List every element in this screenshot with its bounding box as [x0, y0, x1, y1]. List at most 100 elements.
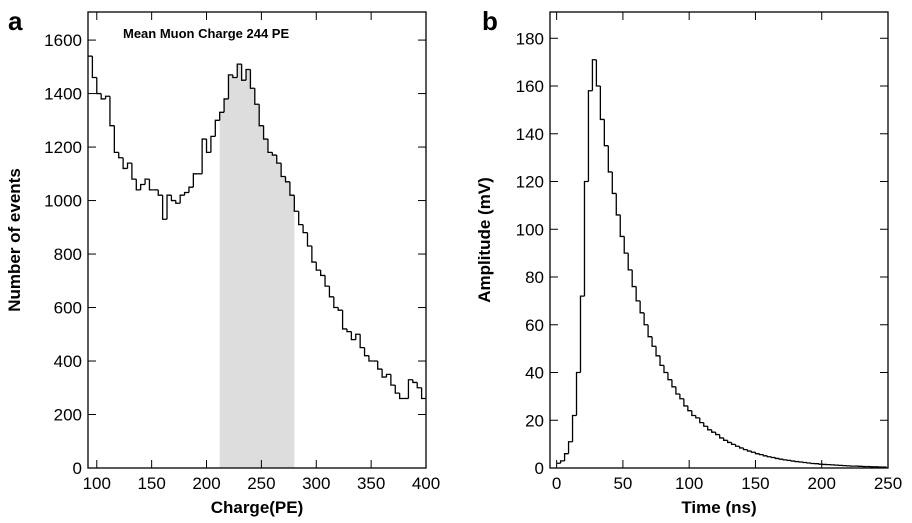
- histogram-step: [716, 432, 720, 434]
- histogram-step: [600, 86, 604, 119]
- x-tick-label: 350: [357, 474, 385, 493]
- histogram-step: [573, 415, 577, 441]
- y-tick-label: 140: [516, 125, 544, 144]
- x-tick-label: 250: [874, 474, 902, 493]
- histogram-step: [382, 369, 386, 377]
- histogram-step: [360, 334, 364, 347]
- histogram-step: [580, 296, 584, 372]
- histogram-step: [676, 387, 680, 394]
- y-tick-label: 1200: [44, 138, 82, 157]
- histogram-step: [97, 78, 101, 94]
- histogram-step: [775, 457, 779, 458]
- histogram-step: [347, 329, 351, 332]
- histogram-step: [732, 442, 736, 444]
- y-tick-label: 80: [525, 268, 544, 287]
- histogram-step: [294, 195, 298, 211]
- histogram-step: [149, 179, 153, 190]
- histogram-step: [303, 225, 307, 233]
- histogram-step: [321, 270, 325, 275]
- histogram-step: [316, 262, 320, 270]
- histogram-step: [740, 446, 744, 448]
- histogram-step: [700, 418, 704, 423]
- histogram-step: [114, 126, 118, 153]
- histogram-step: [128, 163, 132, 168]
- histogram-step: [365, 348, 369, 356]
- y-tick-label: 120: [516, 173, 544, 192]
- annotation: Mean Muon Charge 244 PE: [123, 26, 289, 41]
- y-tick-label: 800: [54, 245, 82, 264]
- histogram-step: [588, 91, 592, 182]
- histogram-step: [351, 332, 355, 340]
- histogram-step: [106, 96, 110, 99]
- histogram-step: [189, 187, 193, 192]
- y-axis-title: Number of events: [5, 168, 24, 312]
- histogram-step: [680, 394, 684, 399]
- y-axis-title: Amplitude (mV): [475, 177, 494, 303]
- histogram-step: [596, 60, 600, 86]
- histogram-step: [771, 457, 775, 458]
- x-tick-label: 0: [552, 474, 561, 493]
- x-tick-label: 200: [808, 474, 836, 493]
- histogram-step: [783, 459, 787, 460]
- histogram-step: [290, 182, 294, 195]
- y-tick-label: 60: [525, 316, 544, 335]
- histogram-step: [286, 176, 290, 181]
- y-tick-label: 160: [516, 77, 544, 96]
- histogram-step: [391, 374, 395, 385]
- histogram-step: [672, 380, 676, 387]
- histogram-step: [185, 193, 189, 196]
- histogram-step: [167, 195, 171, 219]
- histogram-step: [277, 155, 281, 163]
- histogram-step: [692, 411, 696, 416]
- histogram-step: [180, 195, 184, 203]
- histogram-step: [712, 430, 716, 432]
- histogram-step: [704, 423, 708, 427]
- histogram-step: [386, 374, 390, 377]
- x-tick-label: 150: [137, 474, 165, 493]
- histogram-step: [720, 435, 724, 438]
- histogram-step: [110, 96, 114, 125]
- histogram-step: [584, 182, 588, 297]
- x-tick-label: 400: [412, 474, 440, 493]
- y-tick-label: 1400: [44, 85, 82, 104]
- histogram-step: [272, 152, 276, 155]
- histogram-step: [652, 337, 656, 347]
- histogram-step: [728, 440, 732, 442]
- histogram-step: [312, 246, 316, 262]
- histogram-step: [299, 211, 303, 224]
- histogram-step: [264, 126, 268, 139]
- histogram-step: [791, 460, 795, 461]
- histogram-step: [378, 361, 382, 369]
- x-axis-title: Charge(PE): [211, 498, 304, 517]
- histogram-step: [708, 426, 712, 430]
- histogram-step: [736, 444, 740, 446]
- histogram-step: [101, 94, 105, 99]
- y-tick-label: 180: [516, 29, 544, 48]
- histogram-step: [242, 64, 246, 80]
- histogram-step: [755, 452, 759, 453]
- x-tick-label: 100: [675, 474, 703, 493]
- histogram-step: [408, 380, 412, 399]
- highlight-region: [220, 64, 295, 468]
- histogram-step: [211, 136, 215, 152]
- histogram-step: [268, 139, 272, 152]
- histogram-step: [176, 201, 180, 204]
- histogram-step: [307, 233, 311, 246]
- y-tick-label: 200: [54, 406, 82, 425]
- histogram-step: [724, 438, 728, 440]
- histogram-step: [281, 163, 285, 176]
- y-tick-label: 1600: [44, 31, 82, 50]
- histogram-step: [688, 406, 692, 411]
- histogram-step: [158, 190, 162, 195]
- x-tick-label: 200: [192, 474, 220, 493]
- histogram-step: [668, 373, 672, 380]
- histogram-step: [207, 139, 211, 152]
- histogram-step: [259, 104, 263, 125]
- histogram-step: [664, 365, 668, 372]
- histogram-step: [119, 152, 123, 157]
- histogram-step: [616, 193, 620, 214]
- y-tick-label: 1000: [44, 192, 82, 211]
- histogram-step: [696, 415, 700, 417]
- x-tick-label: 300: [302, 474, 330, 493]
